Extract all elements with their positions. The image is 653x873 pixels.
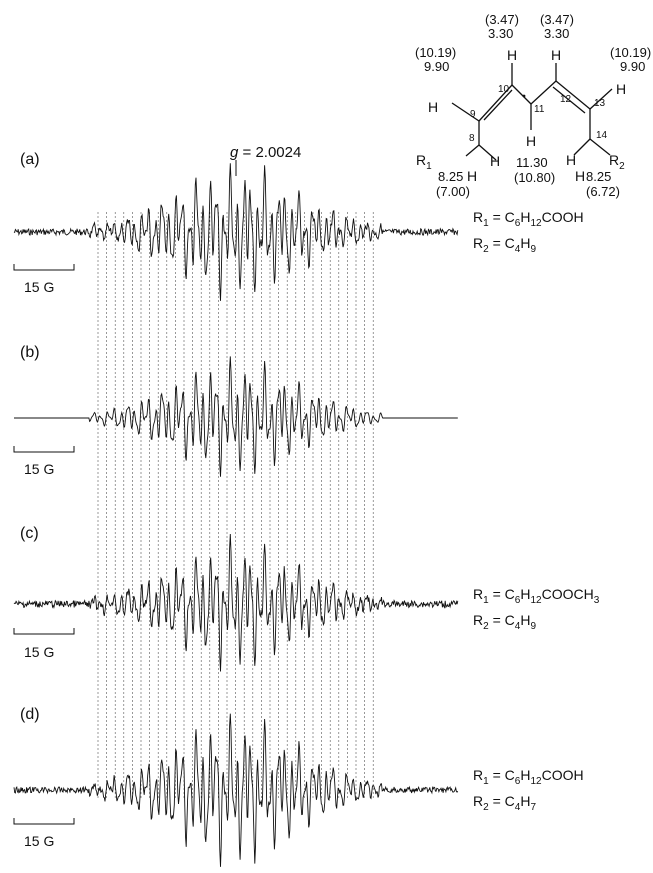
- esr-trace-b: [14, 356, 458, 477]
- svg-text:H: H: [467, 168, 477, 184]
- svg-text:H: H: [616, 81, 626, 97]
- svg-text:H: H: [490, 153, 500, 169]
- hyperfine-correlation-lines: [97, 212, 374, 800]
- g-value-label: g = 2.0024: [230, 144, 301, 161]
- svg-text:14: 14: [596, 130, 608, 141]
- scale-bar-a: [13, 264, 75, 271]
- svg-text:3.30: 3.30: [488, 26, 513, 41]
- svg-text:R2: R2: [609, 152, 625, 172]
- svg-text:H: H: [526, 133, 536, 149]
- r1-formula-a: R1 = C6H12COOH: [473, 209, 584, 229]
- svg-text:(3.47): (3.47): [540, 12, 574, 27]
- svg-text:(6.72): (6.72): [586, 184, 620, 199]
- esr-trace-a: [13, 163, 459, 301]
- svg-text:8.25: 8.25: [586, 169, 611, 184]
- svg-text:11.30: 11.30: [516, 155, 548, 170]
- spectra-traces: [13, 160, 459, 867]
- svg-text:11: 11: [534, 104, 545, 115]
- svg-text:(3.47): (3.47): [485, 12, 519, 27]
- svg-text:9.90: 9.90: [424, 59, 449, 74]
- svg-text:9: 9: [470, 109, 476, 120]
- svg-text:8.25: 8.25: [438, 169, 463, 184]
- svg-text:9.90: 9.90: [620, 59, 645, 74]
- scale-bar-c: [13, 628, 75, 635]
- svg-text:R1: R1: [416, 152, 432, 172]
- svg-text:12: 12: [560, 94, 572, 105]
- scale-bar-b: [13, 446, 75, 453]
- svg-text:H: H: [428, 99, 438, 115]
- g-value: = 2.0024: [238, 144, 301, 161]
- svg-text:H: H: [551, 47, 561, 63]
- r1-formula-c: R1 = C6H12COOCH3: [473, 586, 600, 606]
- panel-label-d: (d): [20, 706, 40, 723]
- scale-bar-d: [13, 818, 75, 825]
- r2-formula-c: R2 = C4H9: [473, 612, 536, 632]
- r2-formula-a: R2 = C4H9: [473, 235, 536, 255]
- panel-label-c: (c): [20, 525, 39, 542]
- svg-text:(10.19): (10.19): [415, 45, 456, 60]
- scale-label-a: 15 G: [24, 279, 54, 295]
- r2-formula-d: R2 = C4H7: [473, 793, 536, 813]
- svg-text:H: H: [507, 47, 517, 63]
- svg-text:H: H: [566, 152, 576, 168]
- svg-text:(10.80): (10.80): [514, 170, 555, 185]
- panel-label-a: (a): [20, 151, 40, 168]
- r1-formula-d: R1 = C6H12COOH: [473, 767, 584, 787]
- pentadienyl-radical-structure: H H H H H H H H H R1 R2 9 8 10 11 12 13 …: [415, 12, 651, 199]
- esr-trace-d: [13, 713, 459, 867]
- svg-text:(10.19): (10.19): [610, 45, 651, 60]
- scale-label-d: 15 G: [24, 833, 54, 849]
- molecule-bonds: [451, 63, 613, 161]
- scale-label-b: 15 G: [24, 461, 54, 477]
- panel-label-b: (b): [20, 344, 40, 361]
- radical-dot: [522, 94, 526, 98]
- svg-text:13: 13: [594, 98, 606, 109]
- svg-text:10: 10: [498, 84, 510, 95]
- esr-trace-c: [13, 533, 459, 672]
- svg-text:H: H: [575, 168, 585, 184]
- svg-text:3.30: 3.30: [544, 26, 569, 41]
- svg-text:(7.00): (7.00): [436, 184, 470, 199]
- scale-label-c: 15 G: [24, 644, 54, 660]
- svg-text:8: 8: [469, 133, 475, 144]
- g-symbol: g: [230, 144, 239, 161]
